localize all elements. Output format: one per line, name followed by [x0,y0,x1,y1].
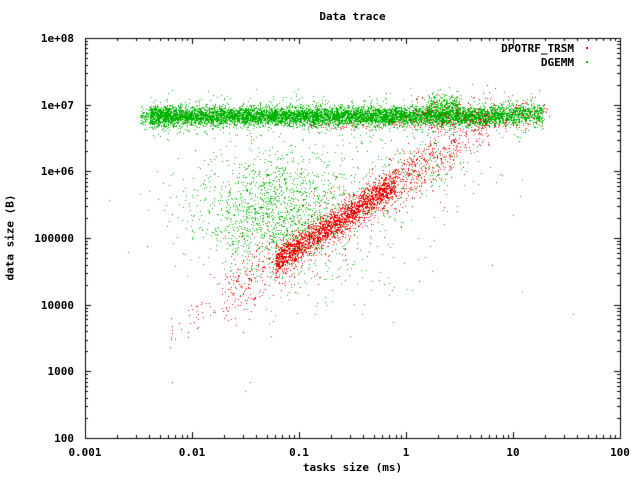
x-axis-label: tasks size (ms) [302,461,403,474]
x-tick-label: 100 [610,446,630,459]
legend-entry: DGEMM [501,55,600,69]
y-tick-label: 1e+06 [40,165,74,179]
legend-entry: DPOTRF_TRSM [501,41,600,55]
legend: DPOTRF_TRSM DGEMM [501,41,600,69]
y-tick-label: 10000 [40,298,74,312]
legend-marker-dot-icon [574,61,600,63]
y-tick-label: 1000 [47,365,75,379]
x-tick-label: 1 [402,446,410,459]
legend-label: DPOTRF_TRSM [501,41,574,55]
x-tick-label: 10 [506,446,520,459]
legend-marker-dot-icon [574,47,600,49]
chart-title: Data trace [319,10,386,23]
x-tick-label: 0.01 [178,446,206,459]
y-tick-label: 1e+07 [40,98,74,112]
x-tick-label: 0.1 [289,446,309,459]
legend-label: DGEMM [540,55,574,69]
x-tick-label: 0.001 [68,446,102,459]
y-tick-label: 1e+08 [40,32,74,45]
y-tick-label: 100 [54,432,74,445]
y-tick-label: 100000 [34,232,74,245]
